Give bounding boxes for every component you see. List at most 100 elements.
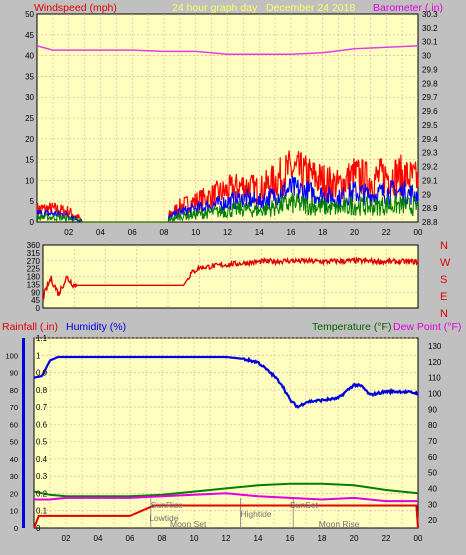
windspeed-tick-label: 45 — [25, 31, 34, 40]
hour-tick-label: 00 — [414, 534, 423, 543]
compass-letter: E — [440, 291, 447, 303]
rainfall-tick-label: 0.1 — [36, 507, 48, 516]
rainfall-tick-label: 0.4 — [36, 455, 48, 464]
hour-tick-label: 12 — [222, 534, 231, 543]
hour-tick-label: 10 — [191, 228, 200, 237]
humidity-tick-label: 10 — [10, 507, 18, 516]
hour-tick-label: 20 — [350, 228, 359, 237]
event-annotation: Moon Rise — [319, 519, 360, 529]
temperature-tick-label: 90 — [428, 405, 437, 414]
humidity-axis-bar — [22, 338, 25, 528]
windspeed-tick-label: 30 — [25, 93, 34, 102]
hour-tick-label: 16 — [286, 534, 295, 543]
hour-tick-label: 16 — [287, 228, 296, 237]
direction-tick-label: 270 — [27, 257, 41, 266]
event-annotation: Hightide — [240, 509, 271, 519]
barometer-tick-label: 29.3 — [422, 149, 438, 158]
temperature-tick-label: 30 — [428, 500, 437, 509]
humidity-tick-label: 30 — [10, 472, 18, 481]
hour-tick-label: 06 — [126, 534, 135, 543]
dewpoint-line — [34, 492, 418, 503]
humidity-axis-label: Humidity (%) — [66, 321, 126, 333]
chart-date: December 24 2018 — [266, 2, 355, 14]
temperature-axis-label: Temperature (°F) — [312, 321, 391, 333]
hour-tick-label: 04 — [94, 534, 103, 543]
hour-tick-label: 22 — [382, 228, 391, 237]
temperature-tick-label: 100 — [428, 389, 442, 398]
humidity-tick-label: 0 — [14, 524, 18, 533]
humidity-tick-label: 70 — [10, 403, 18, 412]
windspeed-tick-label: 35 — [25, 72, 34, 81]
hour-tick-label: 14 — [254, 534, 263, 543]
rainfall-tick-label: 0.8 — [36, 386, 48, 395]
wind-direction-line — [42, 256, 419, 300]
direction-tick-label: 225 — [27, 265, 41, 274]
hour-tick-label: 04 — [96, 228, 105, 237]
barometer-tick-label: 28.9 — [422, 204, 438, 213]
hour-tick-label: 08 — [158, 534, 167, 543]
barometer-axis-label: Barometer (.in) — [373, 2, 443, 14]
temperature-tick-label: 70 — [428, 437, 437, 446]
temperature-tick-label: 80 — [428, 421, 437, 430]
windspeed-tick-label: 0 — [30, 218, 35, 227]
windspeed-tick-label: 25 — [25, 114, 34, 123]
humidity-tick-label: 100 — [5, 351, 18, 360]
barometer-tick-label: 29.8 — [422, 79, 438, 88]
rainfall-tick-label: 0.2 — [36, 489, 48, 498]
compass-letter: N — [440, 308, 448, 320]
barometer-tick-label: 29 — [422, 190, 431, 199]
chart-title: 24 hour graph day — [172, 2, 258, 14]
humidity-tick-label: 60 — [10, 420, 18, 429]
direction-tick-label: 0 — [36, 304, 41, 313]
rainfall-tick-label: 0.3 — [36, 472, 48, 481]
temperature-tick-label: 120 — [428, 358, 442, 367]
direction-tick-label: 315 — [27, 249, 41, 258]
hour-tick-label: 22 — [382, 534, 391, 543]
windspeed-axis-label: Windspeed (mph) — [34, 2, 117, 14]
barometer-tick-label: 29.6 — [422, 107, 438, 116]
barometer-tick-label: 29.9 — [422, 65, 438, 74]
barometer-tick-label: 28.8 — [422, 218, 438, 227]
temperature-tick-label: 60 — [428, 453, 437, 462]
barometer-tick-label: 30.2 — [422, 24, 438, 33]
hour-tick-label: 10 — [190, 534, 199, 543]
event-annotation: Lowtide — [149, 513, 179, 523]
event-annotation: SunRise — [151, 500, 183, 510]
rainfall-tick-label: 1.1 — [36, 334, 48, 343]
temperature-tick-label: 20 — [428, 516, 437, 525]
hour-tick-label: 14 — [255, 228, 264, 237]
barometer-tick-label: 30.3 — [422, 10, 438, 19]
rainfall-tick-label: 0.7 — [36, 403, 48, 412]
rainfall-tick-label: 1 — [36, 351, 41, 360]
windspeed-tick-label: 20 — [25, 135, 34, 144]
hour-tick-label: 18 — [318, 228, 327, 237]
barometer-tick-label: 29.1 — [422, 176, 438, 185]
windspeed-tick-label: 15 — [25, 156, 34, 165]
humidity-tick-label: 90 — [10, 369, 18, 378]
direction-tick-label: 45 — [31, 296, 40, 305]
hour-tick-label: 02 — [64, 228, 73, 237]
barometer-tick-label: 30.1 — [422, 38, 438, 47]
barometer-tick-label: 29.7 — [422, 93, 438, 102]
rainfall-axis-label: Rainfall (.in) — [2, 321, 58, 333]
compass-letter: S — [440, 274, 447, 286]
temperature-tick-label: 110 — [428, 374, 441, 383]
temperature-tick-label: 50 — [428, 469, 437, 478]
rainfall-tick-label: 0.6 — [36, 420, 48, 429]
direction-tick-label: 135 — [27, 280, 41, 289]
humidity-tick-label: 50 — [10, 438, 18, 447]
barometer-tick-label: 29.2 — [422, 163, 438, 172]
temperature-tick-label: 130 — [428, 342, 442, 351]
temperature-line — [33, 482, 419, 498]
compass-letter: W — [440, 257, 451, 269]
direction-tick-label: 360 — [27, 241, 41, 250]
hour-tick-label: 06 — [128, 228, 137, 237]
rainfall-tick-label: 0.9 — [36, 369, 48, 378]
hour-tick-label: 18 — [318, 534, 327, 543]
rainfall-tick-label: 0 — [36, 524, 41, 533]
temperature-tick-label: 40 — [428, 484, 437, 493]
windspeed-tick-label: 5 — [30, 197, 35, 206]
rainfall-tick-label: 0.5 — [36, 438, 48, 447]
windspeed-tick-label: 50 — [25, 10, 34, 19]
